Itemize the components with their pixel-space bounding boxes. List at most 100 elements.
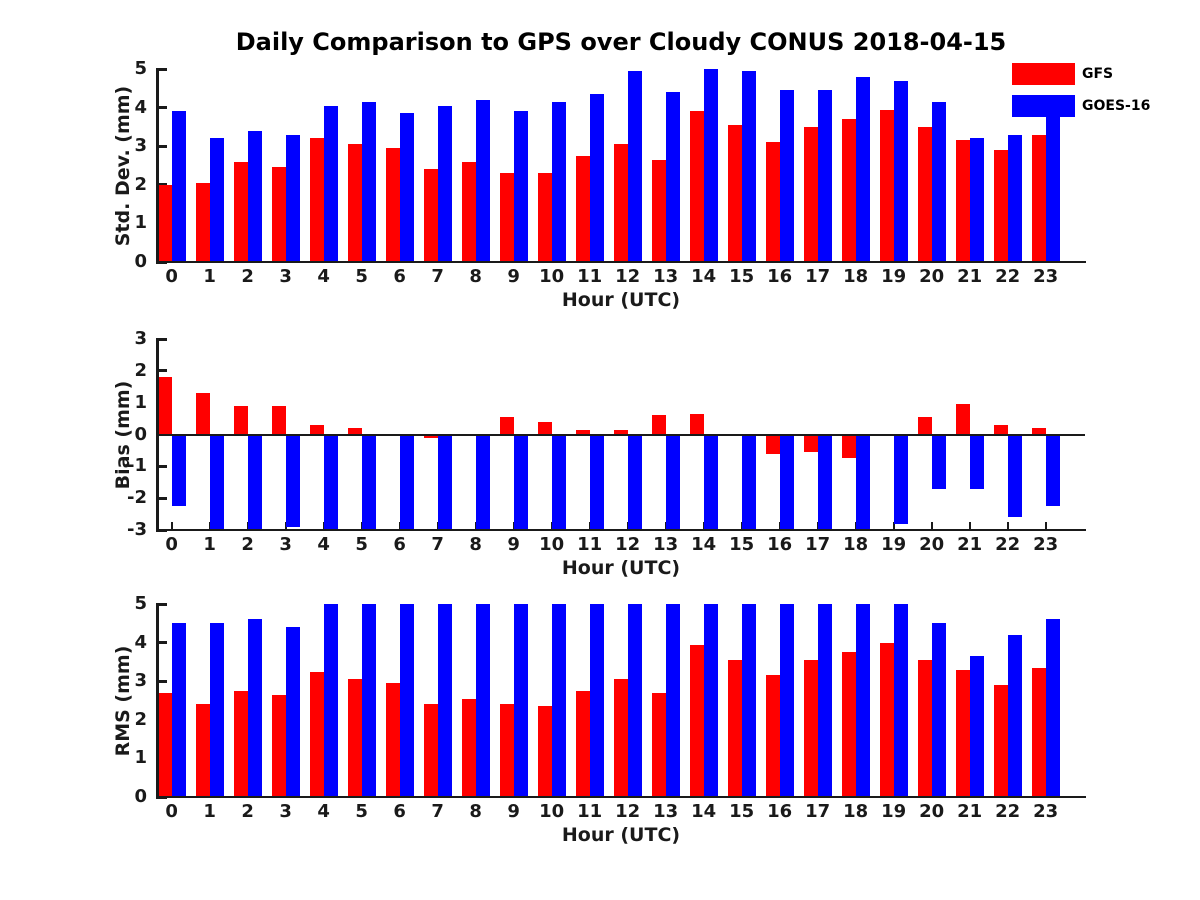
bar-goes-16-hour-8 <box>475 604 490 797</box>
bar-goes-16-hour-2 <box>247 434 262 530</box>
bar-goes-16-hour-22 <box>1007 434 1022 518</box>
bar-gfs-hour-16 <box>765 434 780 454</box>
bar-gfs-hour-10 <box>537 173 552 262</box>
y-tick <box>159 496 167 500</box>
bar-goes-16-hour-9 <box>513 604 528 797</box>
x-axis-label-rms: Hour (UTC) <box>561 824 681 846</box>
zero-baseline <box>157 433 1085 436</box>
y-tick-label: -3 <box>127 519 147 540</box>
bar-goes-16-hour-8 <box>475 99 490 262</box>
x-tick-label: 15 <box>729 534 755 555</box>
x-tick-label: 3 <box>279 801 292 822</box>
x-axis-label-bias: Hour (UTC) <box>561 557 681 579</box>
x-tick-label: 21 <box>957 801 983 822</box>
bar-gfs-hour-4 <box>309 424 324 435</box>
bar-gfs-hour-14 <box>689 644 704 797</box>
bar-goes-16-hour-4 <box>323 604 338 797</box>
y-tick <box>159 369 167 373</box>
bar-goes-16-hour-19 <box>893 604 908 797</box>
bar-gfs-hour-10 <box>537 421 552 435</box>
bar-goes-16-hour-3 <box>285 627 300 797</box>
bar-gfs-hour-3 <box>271 167 286 262</box>
y-tick-label: 1 <box>134 747 147 769</box>
bar-gfs-hour-22 <box>993 424 1008 435</box>
bar-goes-16-hour-5 <box>361 101 376 262</box>
x-tick-label: 19 <box>881 534 907 555</box>
x-tick-label: 2 <box>241 801 254 822</box>
x-tick-label: 18 <box>843 534 869 555</box>
bar-gfs-hour-15 <box>727 124 742 262</box>
y-tick-label: -1 <box>127 455 147 477</box>
bar-goes-16-hour-16 <box>779 434 794 530</box>
figure-title: Daily Comparison to GPS over Cloudy CONU… <box>235 28 1007 56</box>
x-tick-label: 4 <box>317 801 330 822</box>
y-tick-label: 2 <box>134 173 147 195</box>
y-tick <box>159 106 167 110</box>
bar-goes-16-hour-1 <box>209 138 224 262</box>
x-tick-label: 18 <box>843 266 869 287</box>
x-tick-label: 13 <box>653 266 679 287</box>
x-tick-label: 5 <box>355 534 368 555</box>
bar-gfs-hour-13 <box>651 159 666 262</box>
bar-goes-16-hour-20 <box>931 101 946 262</box>
x-tick <box>170 522 173 529</box>
bar-goes-16-hour-16 <box>779 90 794 262</box>
x-tick-label: 18 <box>843 801 869 822</box>
bar-goes-16-hour-11 <box>589 434 604 530</box>
bar-gfs-hour-18 <box>841 119 856 262</box>
bar-goes-16-hour-12 <box>627 604 642 797</box>
x-tick-label: 23 <box>1033 534 1059 555</box>
bar-gfs-hour-18 <box>841 652 856 797</box>
bar-gfs-hour-22 <box>993 150 1008 262</box>
bar-goes-16-hour-2 <box>247 130 262 262</box>
bar-gfs-hour-5 <box>347 428 362 435</box>
x-tick-label: 9 <box>507 266 520 287</box>
zero-baseline <box>157 796 1085 798</box>
x-tick-label: 0 <box>165 801 178 822</box>
bar-goes-16-hour-15 <box>741 604 756 797</box>
x-tick-label: 11 <box>577 266 603 287</box>
bar-gfs-hour-17 <box>803 659 818 797</box>
bar-goes-16-hour-12 <box>627 70 642 262</box>
bar-gfs-hour-2 <box>233 405 248 435</box>
bar-goes-16-hour-17 <box>817 604 832 797</box>
bar-goes-16-hour-1 <box>209 623 224 797</box>
x-tick-label: 5 <box>355 801 368 822</box>
bar-gfs-hour-21 <box>955 140 970 262</box>
bar-gfs-hour-2 <box>233 690 248 797</box>
bar-gfs-hour-23 <box>1031 428 1046 435</box>
bar-gfs-hour-12 <box>613 429 628 435</box>
x-tick-label: 2 <box>241 266 254 287</box>
zero-baseline <box>157 261 1085 263</box>
bar-gfs-hour-7 <box>423 704 438 797</box>
x-tick-label: 6 <box>393 801 406 822</box>
y-tick <box>159 67 167 71</box>
y-tick-label: 3 <box>134 328 147 349</box>
bar-goes-16-hour-18 <box>855 604 870 797</box>
bar-goes-16-hour-23 <box>1045 434 1060 507</box>
x-tick-label: 22 <box>995 266 1021 287</box>
bar-goes-16-hour-3 <box>285 134 300 262</box>
legend-label-goes-16: GOES-16 <box>1082 98 1151 114</box>
bar-gfs-hour-9 <box>499 173 514 262</box>
bar-gfs-hour-6 <box>385 683 400 797</box>
x-tick-label: 8 <box>469 266 482 287</box>
bar-goes-16-hour-2 <box>247 619 262 797</box>
bar-gfs-hour-3 <box>271 405 286 435</box>
bar-gfs-hour-20 <box>917 416 932 435</box>
bar-gfs-hour-1 <box>195 182 210 262</box>
y-tick-label: 1 <box>134 212 147 234</box>
y-tick <box>159 679 167 683</box>
x-tick-label: 19 <box>881 801 907 822</box>
legend-swatch-goes-16 <box>1012 95 1075 117</box>
bar-gfs-hour-19 <box>879 642 894 797</box>
x-tick-label: 1 <box>203 534 216 555</box>
bar-goes-16-hour-23 <box>1045 619 1060 797</box>
y-tick-label: 2 <box>134 708 147 730</box>
x-tick-label: 12 <box>615 801 641 822</box>
x-tick-label: 12 <box>615 534 641 555</box>
x-tick-label: 4 <box>317 266 330 287</box>
x-tick <box>930 522 933 529</box>
bar-goes-16-hour-6 <box>399 113 414 262</box>
bar-goes-16-hour-22 <box>1007 134 1022 262</box>
